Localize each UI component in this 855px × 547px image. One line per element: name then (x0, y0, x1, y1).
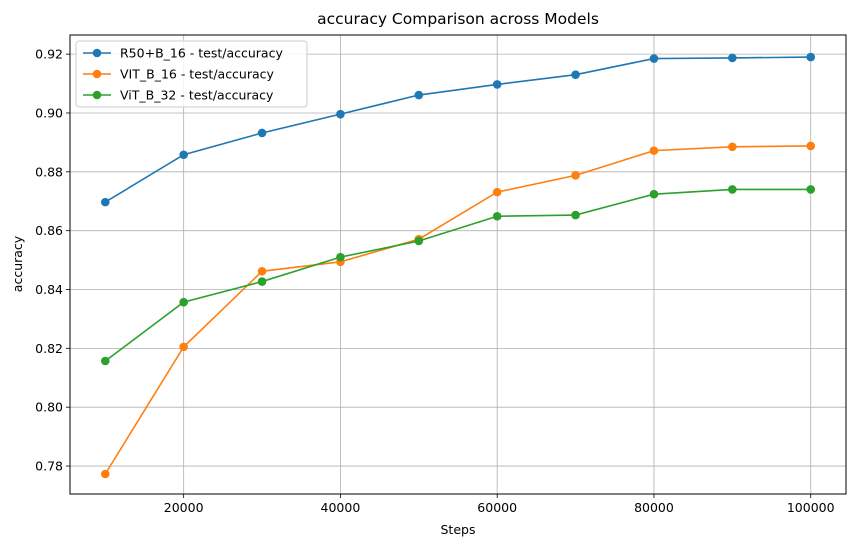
y-tick-label: 0.90 (35, 105, 63, 120)
legend-marker (92, 90, 102, 100)
data-point (336, 109, 345, 119)
data-point (100, 356, 110, 366)
series-line (104, 145, 811, 475)
data-point (100, 197, 110, 207)
data-point (649, 146, 659, 155)
series-1 (100, 52, 816, 207)
data-point (571, 210, 580, 220)
y-tick-label: 0.92 (35, 47, 63, 62)
data-point (728, 185, 737, 194)
y-axis-label: accuracy (10, 235, 25, 292)
legend: R50+B_16 - test/accuracy VIT_B_16 - test/… (75, 40, 308, 108)
data-point (806, 52, 816, 62)
legend-item: ViT_B_32 - test/accuracy (83, 88, 274, 103)
data-point (492, 211, 502, 221)
legend-marker (92, 48, 102, 58)
data-point (179, 297, 188, 307)
data-point (257, 266, 267, 276)
series-3 (100, 185, 816, 366)
data-point (179, 342, 188, 352)
data-point (806, 141, 816, 151)
x-tick-label: 20000 (164, 500, 204, 515)
legend-label: ViT_B_32 - test/accuracy (120, 88, 274, 103)
data-point (100, 469, 110, 479)
data-point (257, 128, 267, 138)
data-point (649, 54, 659, 63)
y-tick-label: 0.82 (35, 341, 63, 356)
data-point (492, 187, 502, 197)
y-tick-label: 0.80 (35, 400, 63, 415)
legend-marker (92, 69, 102, 79)
legend-label: VIT_B_16 - test/accuracy (120, 67, 275, 82)
series-line (104, 56, 811, 203)
y-axis-ticks: 0.78 0.80 0.82 0.84 0.86 0.88 0.90 0.92 (35, 47, 70, 474)
y-tick-label: 0.78 (35, 459, 63, 474)
data-point (179, 150, 188, 160)
y-tick-label: 0.86 (35, 223, 63, 238)
x-tick-label: 40000 (321, 500, 361, 515)
series-2 (100, 141, 816, 479)
data-point (806, 185, 816, 194)
series-line (104, 188, 811, 362)
data-point (257, 277, 267, 286)
data-point (414, 236, 424, 246)
x-axis-ticks: 20000 40000 60000 80000 100000 (164, 494, 835, 515)
data-point (414, 90, 424, 100)
data-point (571, 70, 580, 80)
grid (70, 35, 846, 494)
legend-item: VIT_B_16 - test/accuracy (83, 67, 275, 82)
y-tick-label: 0.84 (35, 282, 63, 297)
data-point (492, 80, 502, 89)
x-axis-label: Steps (441, 522, 476, 537)
series-layer (100, 52, 816, 479)
legend-item: R50+B_16 - test/accuracy (83, 46, 283, 61)
y-tick-label: 0.88 (35, 164, 63, 179)
data-point (571, 171, 580, 180)
data-point (728, 53, 737, 63)
chart-title: accuracy Comparison across Models (317, 10, 599, 28)
plot-area-frame (69, 34, 847, 495)
x-tick-label: 80000 (634, 500, 674, 515)
data-point (649, 189, 659, 199)
legend-label: R50+B_16 - test/accuracy (120, 46, 283, 61)
legend-box (75, 40, 308, 108)
data-point (336, 252, 345, 262)
data-point (728, 142, 737, 152)
x-tick-label: 100000 (787, 500, 835, 515)
x-tick-label: 60000 (477, 500, 517, 515)
